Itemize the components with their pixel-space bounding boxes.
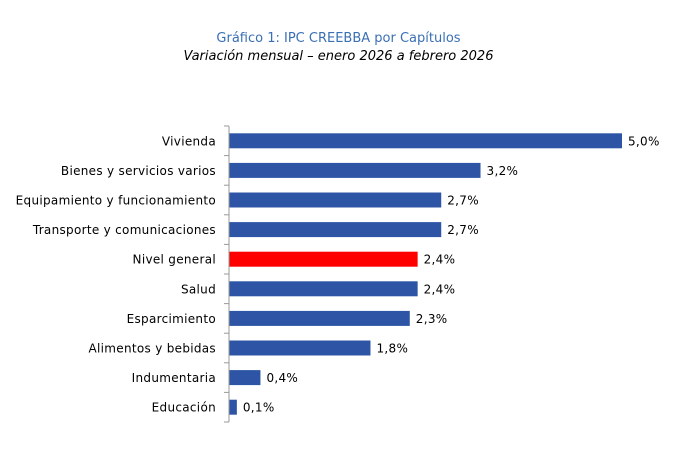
value-label: 0,4% (266, 371, 298, 385)
bar-1 (229, 162, 481, 178)
category-label: Alimentos y bebidas (89, 342, 216, 356)
bar-4 (229, 251, 418, 267)
category-label: Esparcimiento (127, 312, 216, 326)
value-label: 2,4% (424, 282, 456, 296)
category-label: Transporte y comunicaciones (32, 223, 216, 237)
value-label: 0,1% (243, 401, 275, 415)
bar-9 (229, 399, 237, 415)
category-label: Indumentaria (132, 371, 216, 385)
bar-8 (229, 370, 261, 386)
value-label: 3,2% (487, 164, 519, 178)
chart-subtitle: Variación mensual – enero 2026 a febrero… (183, 49, 494, 64)
category-label: Educación (152, 401, 216, 415)
value-label: 5,0% (628, 134, 660, 148)
value-label: 1,8% (376, 342, 408, 356)
value-label: 2,7% (447, 194, 479, 208)
bar-3 (229, 222, 442, 238)
value-label: 2,7% (447, 223, 479, 237)
bar-6 (229, 310, 410, 326)
category-label: Equipamiento y funcionamiento (16, 194, 216, 208)
bar-7 (229, 340, 371, 356)
category-label: Bienes y servicios varios (61, 164, 216, 178)
value-label: 2,4% (424, 253, 456, 267)
chart-title: Gráfico 1: IPC CREEBBA por Capítulos (216, 31, 461, 46)
category-label: Salud (181, 282, 216, 296)
bar-5 (229, 281, 418, 297)
category-label: Vivienda (162, 134, 216, 148)
bar-2 (229, 192, 442, 208)
category-label: Nivel general (133, 253, 216, 267)
value-label: 2,3% (416, 312, 448, 326)
bar-0 (229, 133, 622, 149)
